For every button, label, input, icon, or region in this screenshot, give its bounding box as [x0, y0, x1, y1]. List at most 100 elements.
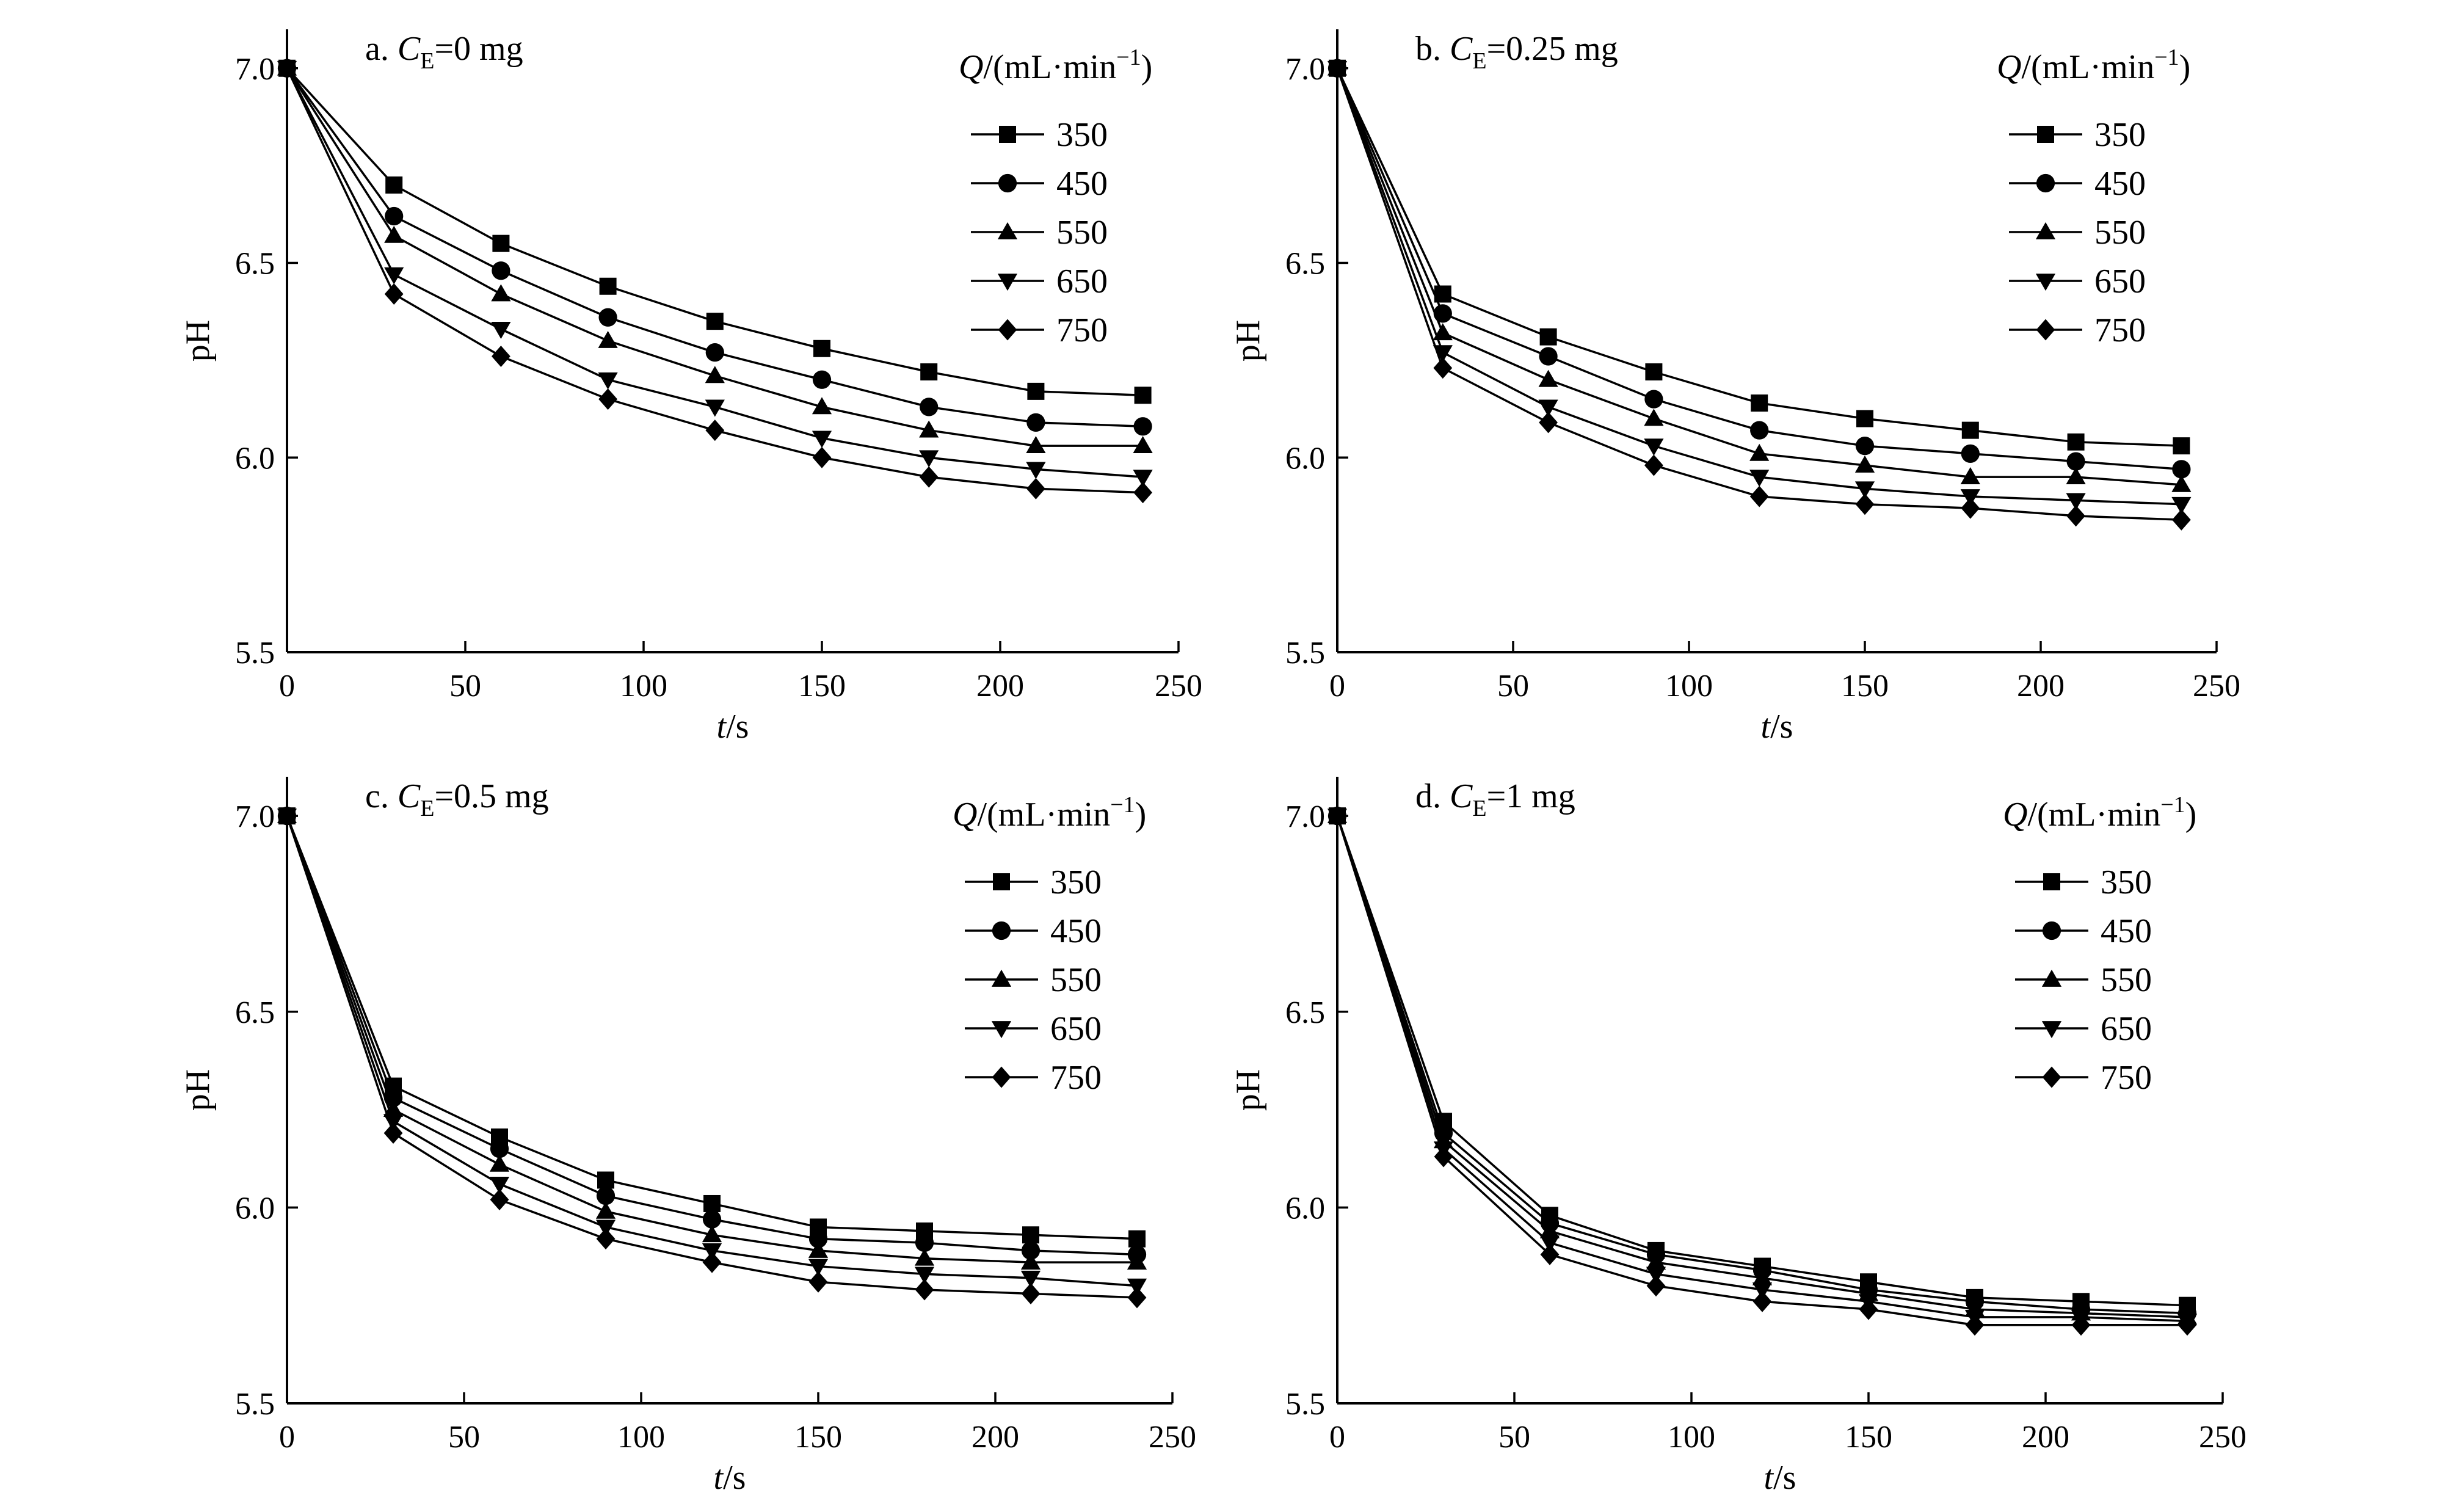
series-350: [1329, 807, 2196, 1314]
series-450: [1328, 807, 2197, 1323]
legend-label: 550: [1056, 214, 1108, 252]
data-point-750: [1026, 478, 1045, 500]
data-point-650: [812, 431, 832, 448]
data-point-750: [277, 805, 297, 827]
legend-entry-450: 450: [971, 165, 1108, 203]
data-point-550: [1749, 443, 1770, 461]
data-point-450: [385, 206, 404, 226]
chart-panel-b: 0 50 100 150 200 250 5.5 6.0 6.5 7.0 t/s pH b. CE=0.…: [1229, 29, 2240, 746]
data-point-550: [812, 397, 832, 415]
data-point-550: [491, 284, 511, 302]
legend-label: 350: [2101, 863, 2152, 901]
legend-label: 650: [2094, 263, 2146, 300]
legend-title-close: ): [2179, 48, 2191, 86]
data-point-750: [1646, 1275, 1666, 1297]
data-point-750: [1328, 57, 1347, 79]
data-point-650: [2171, 496, 2192, 514]
data-point-750: [1133, 482, 1152, 504]
legend-entry-450: 450: [965, 912, 1102, 950]
data-point-350: [1022, 1226, 1039, 1244]
data-point-550: [705, 366, 725, 383]
data-point-650: [808, 1259, 829, 1276]
legend-title-var: Q: [959, 48, 983, 86]
legend-entry-750: 750: [2009, 311, 2146, 349]
x-tick-label: 0: [1329, 669, 1345, 703]
x-axis-var: t: [1764, 1459, 1774, 1497]
data-point-750: [1859, 1298, 1878, 1320]
data-point-450: [383, 1088, 403, 1107]
panel-title-rest: =0.5 mg: [434, 777, 548, 815]
data-point-350: [1027, 382, 1045, 400]
data-point-350: [1128, 1230, 1146, 1248]
data-point-550: [1538, 369, 1558, 387]
data-point-550: [2066, 467, 2086, 485]
x-axis-var: t: [717, 708, 727, 746]
chart-panel-c: 0 50 100 150 200 250 5.5 6.0 6.5 7.0 t/s pH c. CE=0.…: [179, 777, 1196, 1497]
legend-title: Q/(mL·min−1): [959, 45, 1152, 86]
panel-title-sub: E: [1472, 48, 1486, 74]
legend-entry-750: 750: [971, 311, 1108, 349]
data-point-450: [1433, 304, 1452, 323]
panel-title-prefix: c.: [365, 777, 398, 815]
data-point-350: [597, 1171, 614, 1189]
data-point-750: [384, 283, 404, 305]
x-tick-label: 100: [617, 1420, 665, 1455]
legend-label: 450: [2101, 912, 2152, 950]
data-point-350: [813, 340, 830, 357]
y-tick-label: 6.5: [1285, 247, 1325, 282]
data-point-550: [1854, 455, 1875, 473]
data-point-650: [1749, 470, 1770, 487]
panel-title-var: C: [398, 777, 421, 815]
data-point-450: [2066, 452, 2085, 471]
legend-title-sup: −1: [1110, 792, 1135, 818]
data-point-450: [1021, 1241, 1041, 1260]
x-tick-label: 250: [2193, 669, 2240, 703]
legend-title: Q/(mL·min−1): [953, 792, 1146, 834]
data-point-650: [1020, 1270, 1041, 1288]
legend-marker-triangle-down: [991, 1021, 1012, 1039]
data-point-450: [1026, 413, 1045, 432]
panel-title-sub: E: [420, 796, 434, 821]
data-point-650: [705, 399, 725, 417]
data-point-450: [1644, 390, 1663, 409]
data-point-350: [492, 234, 510, 252]
data-point-450: [1539, 347, 1558, 366]
legend-entry-450: 450: [2015, 912, 2152, 950]
y-tick-label: 6.0: [235, 441, 275, 476]
data-point-650: [384, 267, 404, 285]
data-point-450: [490, 1139, 509, 1158]
panel-title: d. CE=1 mg: [1415, 777, 1575, 821]
legend-label: 750: [1050, 1059, 1102, 1097]
data-point-350: [1751, 394, 1768, 412]
panel-title-var: C: [1450, 30, 1473, 68]
x-tick-label: 250: [1155, 669, 1202, 703]
data-point-350: [2067, 433, 2085, 451]
y-tick-label: 6.0: [1285, 1191, 1325, 1226]
data-point-750: [1961, 497, 1980, 519]
legend-marker-triangle-down: [997, 274, 1018, 291]
data-point-750: [1328, 805, 1347, 827]
data-point-750: [2066, 505, 2085, 527]
legend-label: 350: [1050, 863, 1102, 901]
legend-marker-diamond: [998, 319, 1017, 341]
legend-title-sup: −1: [1116, 45, 1141, 70]
legend-entry-450: 450: [2009, 165, 2146, 203]
legend-entry-650: 650: [971, 263, 1108, 300]
x-tick-label: 50: [448, 1420, 480, 1455]
data-point-450: [1750, 421, 1769, 440]
data-point-750: [492, 346, 510, 367]
data-point-750: [1540, 1243, 1560, 1265]
panel-title: b. CE=0.25 mg: [1415, 30, 1618, 74]
data-point-350: [1856, 410, 1873, 427]
data-point-650: [598, 372, 618, 390]
legend-entry-350: 350: [2009, 116, 2146, 154]
y-axis-title: pH: [1229, 320, 1267, 362]
data-point-750: [383, 1122, 403, 1144]
data-point-550: [1026, 436, 1046, 454]
panel-title-var: C: [1450, 777, 1473, 815]
x-tick-label: 200: [972, 1420, 1019, 1455]
y-tick-label: 5.5: [1285, 1387, 1325, 1422]
legend-label: 750: [2101, 1059, 2152, 1097]
data-point-550: [598, 330, 618, 348]
